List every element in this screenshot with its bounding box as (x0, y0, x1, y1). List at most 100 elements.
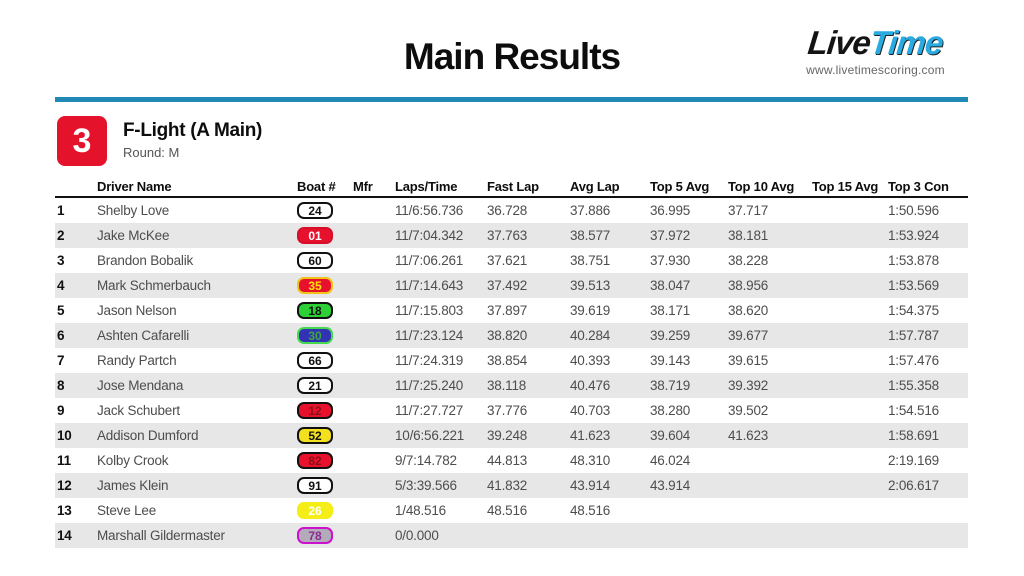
cell-top5-avg: 39.259 (650, 328, 691, 343)
header-top10-avg: Top 10 Avg (728, 178, 795, 194)
cell-driver-name: Ashten Cafarelli (97, 328, 190, 343)
cell-top5-avg: 39.604 (650, 428, 691, 443)
cell-position: 7 (57, 353, 65, 368)
boat-number-badge: 82 (297, 452, 333, 469)
header-top15-avg: Top 15 Avg (812, 178, 879, 194)
cell-driver-name: Randy Partch (97, 353, 177, 368)
cell-driver-name: Jose Mendana (97, 378, 184, 393)
cell-boat-number: 21 (297, 377, 353, 394)
cell-avg-lap: 40.703 (570, 403, 611, 418)
table-row: 9 Jack Schubert 12 11/7:27.727 37.776 40.703 3… (55, 398, 968, 423)
table-row: 12 James Klein 91 5/3:39.566 41.832 43.914 43.… (55, 473, 968, 498)
cell-boat-number: 30 (297, 327, 353, 344)
race-header: 3 F-Light (A Main) Round: M (57, 116, 262, 166)
cell-position: 11 (57, 453, 71, 468)
logo-live-text: Live (806, 24, 873, 61)
cell-laps-time: 0/0.000 (395, 528, 439, 543)
cell-top3-con: 1:53.878 (888, 253, 939, 268)
cell-boat-number: 91 (297, 477, 353, 494)
cell-avg-lap: 40.393 (570, 353, 611, 368)
table-row: 2 Jake McKee 01 11/7:04.342 37.763 38.577 37.9… (55, 223, 968, 248)
cell-avg-lap: 40.284 (570, 328, 611, 343)
cell-laps-time: 11/7:15.803 (395, 303, 464, 318)
boat-number-badge: 35 (297, 277, 333, 294)
cell-laps-time: 11/7:14.643 (395, 278, 464, 293)
boat-number-badge: 26 (297, 502, 333, 519)
cell-position: 3 (57, 253, 65, 268)
header-driver-name: Driver Name (97, 178, 172, 194)
cell-top3-con: 1:54.516 (888, 403, 939, 418)
logo-time-text: Time (868, 24, 945, 61)
boat-number-badge: 21 (297, 377, 333, 394)
cell-position: 5 (57, 303, 65, 318)
cell-top10-avg: 39.392 (728, 378, 769, 393)
cell-boat-number: 66 (297, 352, 353, 369)
livetime-logo: LiveTime www.livetimescoring.com (783, 24, 968, 77)
cell-top5-avg: 38.280 (650, 403, 691, 418)
cell-driver-name: Shelby Love (97, 203, 170, 218)
cell-top5-avg: 38.719 (650, 378, 691, 393)
cell-top10-avg: 38.620 (728, 303, 769, 318)
header-boat-number: Boat # (297, 178, 336, 194)
cell-fast-lap: 37.621 (487, 253, 528, 268)
header-top5-avg: Top 5 Avg (650, 178, 710, 194)
cell-boat-number: 78 (297, 527, 353, 544)
cell-driver-name: Jack Schubert (97, 403, 180, 418)
race-name: F-Light (A Main) (123, 120, 263, 141)
cell-top10-avg: 38.228 (728, 253, 769, 268)
cell-position: 13 (57, 503, 72, 518)
cell-position: 4 (57, 278, 65, 293)
cell-avg-lap: 38.751 (570, 253, 611, 268)
cell-top10-avg: 39.677 (728, 328, 769, 343)
cell-top5-avg: 46.024 (650, 453, 691, 468)
cell-top3-con: 2:19.169 (888, 453, 939, 468)
cell-driver-name: Jason Nelson (97, 303, 177, 318)
table-row: 1 Shelby Love 24 11/6:56.736 36.728 37.886 36.… (55, 198, 968, 223)
cell-avg-lap: 48.516 (570, 503, 611, 518)
cell-driver-name: Addison Dumford (97, 428, 199, 443)
boat-number-badge: 18 (297, 302, 333, 319)
cell-avg-lap: 41.623 (570, 428, 611, 443)
cell-driver-name: Mark Schmerbauch (97, 278, 211, 293)
cell-driver-name: Steve Lee (97, 503, 156, 518)
cell-top3-con: 1:54.375 (888, 303, 939, 318)
results-table: Driver Name Boat # Mfr Laps/Time Fast La… (55, 176, 968, 548)
logo-url: www.livetimescoring.com (806, 63, 945, 77)
table-row: 5 Jason Nelson 18 11/7:15.803 37.897 39.619 38… (55, 298, 968, 323)
cell-top5-avg: 38.047 (650, 278, 691, 293)
cell-top5-avg: 43.914 (650, 478, 691, 493)
cell-avg-lap: 37.886 (570, 203, 611, 218)
table-row: 4 Mark Schmerbauch 35 11/7:14.643 37.492 39.5… (55, 273, 968, 298)
cell-fast-lap: 37.492 (487, 278, 528, 293)
cell-laps-time: 11/7:24.319 (395, 353, 464, 368)
cell-laps-time: 11/7:25.240 (395, 378, 464, 393)
cell-laps-time: 10/6:56.221 (395, 428, 465, 443)
cell-laps-time: 11/7:23.124 (395, 328, 464, 343)
table-row: 3 Brandon Bobalik 60 11/7:06.261 37.621 38.75… (55, 248, 968, 273)
boat-number-badge: 60 (297, 252, 333, 269)
cell-top5-avg: 36.995 (650, 203, 691, 218)
cell-avg-lap: 48.310 (570, 453, 611, 468)
cell-position: 6 (57, 328, 65, 343)
race-round: Round: M (123, 145, 180, 160)
cell-fast-lap: 48.516 (487, 503, 528, 518)
livetime-logo-text: LiveTime (806, 24, 944, 62)
cell-top5-avg: 37.972 (650, 228, 691, 243)
table-row: 11 Kolby Crook 82 9/7:14.782 44.813 48.310 46.… (55, 448, 968, 473)
cell-position: 2 (57, 228, 65, 243)
cell-fast-lap: 37.763 (487, 228, 528, 243)
cell-fast-lap: 39.248 (487, 428, 528, 443)
cell-driver-name: Marshall Gildermaster (97, 528, 225, 543)
header-fast-lap: Fast Lap (487, 178, 539, 194)
cell-driver-name: Jake McKee (97, 228, 170, 243)
header-avg-lap: Avg Lap (570, 178, 620, 194)
table-row: 6 Ashten Cafarelli 30 11/7:23.124 38.820 40.2… (55, 323, 968, 348)
boat-number-badge: 78 (297, 527, 333, 544)
cell-position: 9 (57, 403, 65, 418)
cell-top5-avg: 37.930 (650, 253, 691, 268)
cell-top3-con: 1:55.358 (888, 378, 939, 393)
cell-position: 14 (57, 528, 72, 543)
cell-top3-con: 1:53.569 (888, 278, 939, 293)
cell-boat-number: 18 (297, 302, 353, 319)
header-mfr: Mfr (353, 178, 373, 194)
